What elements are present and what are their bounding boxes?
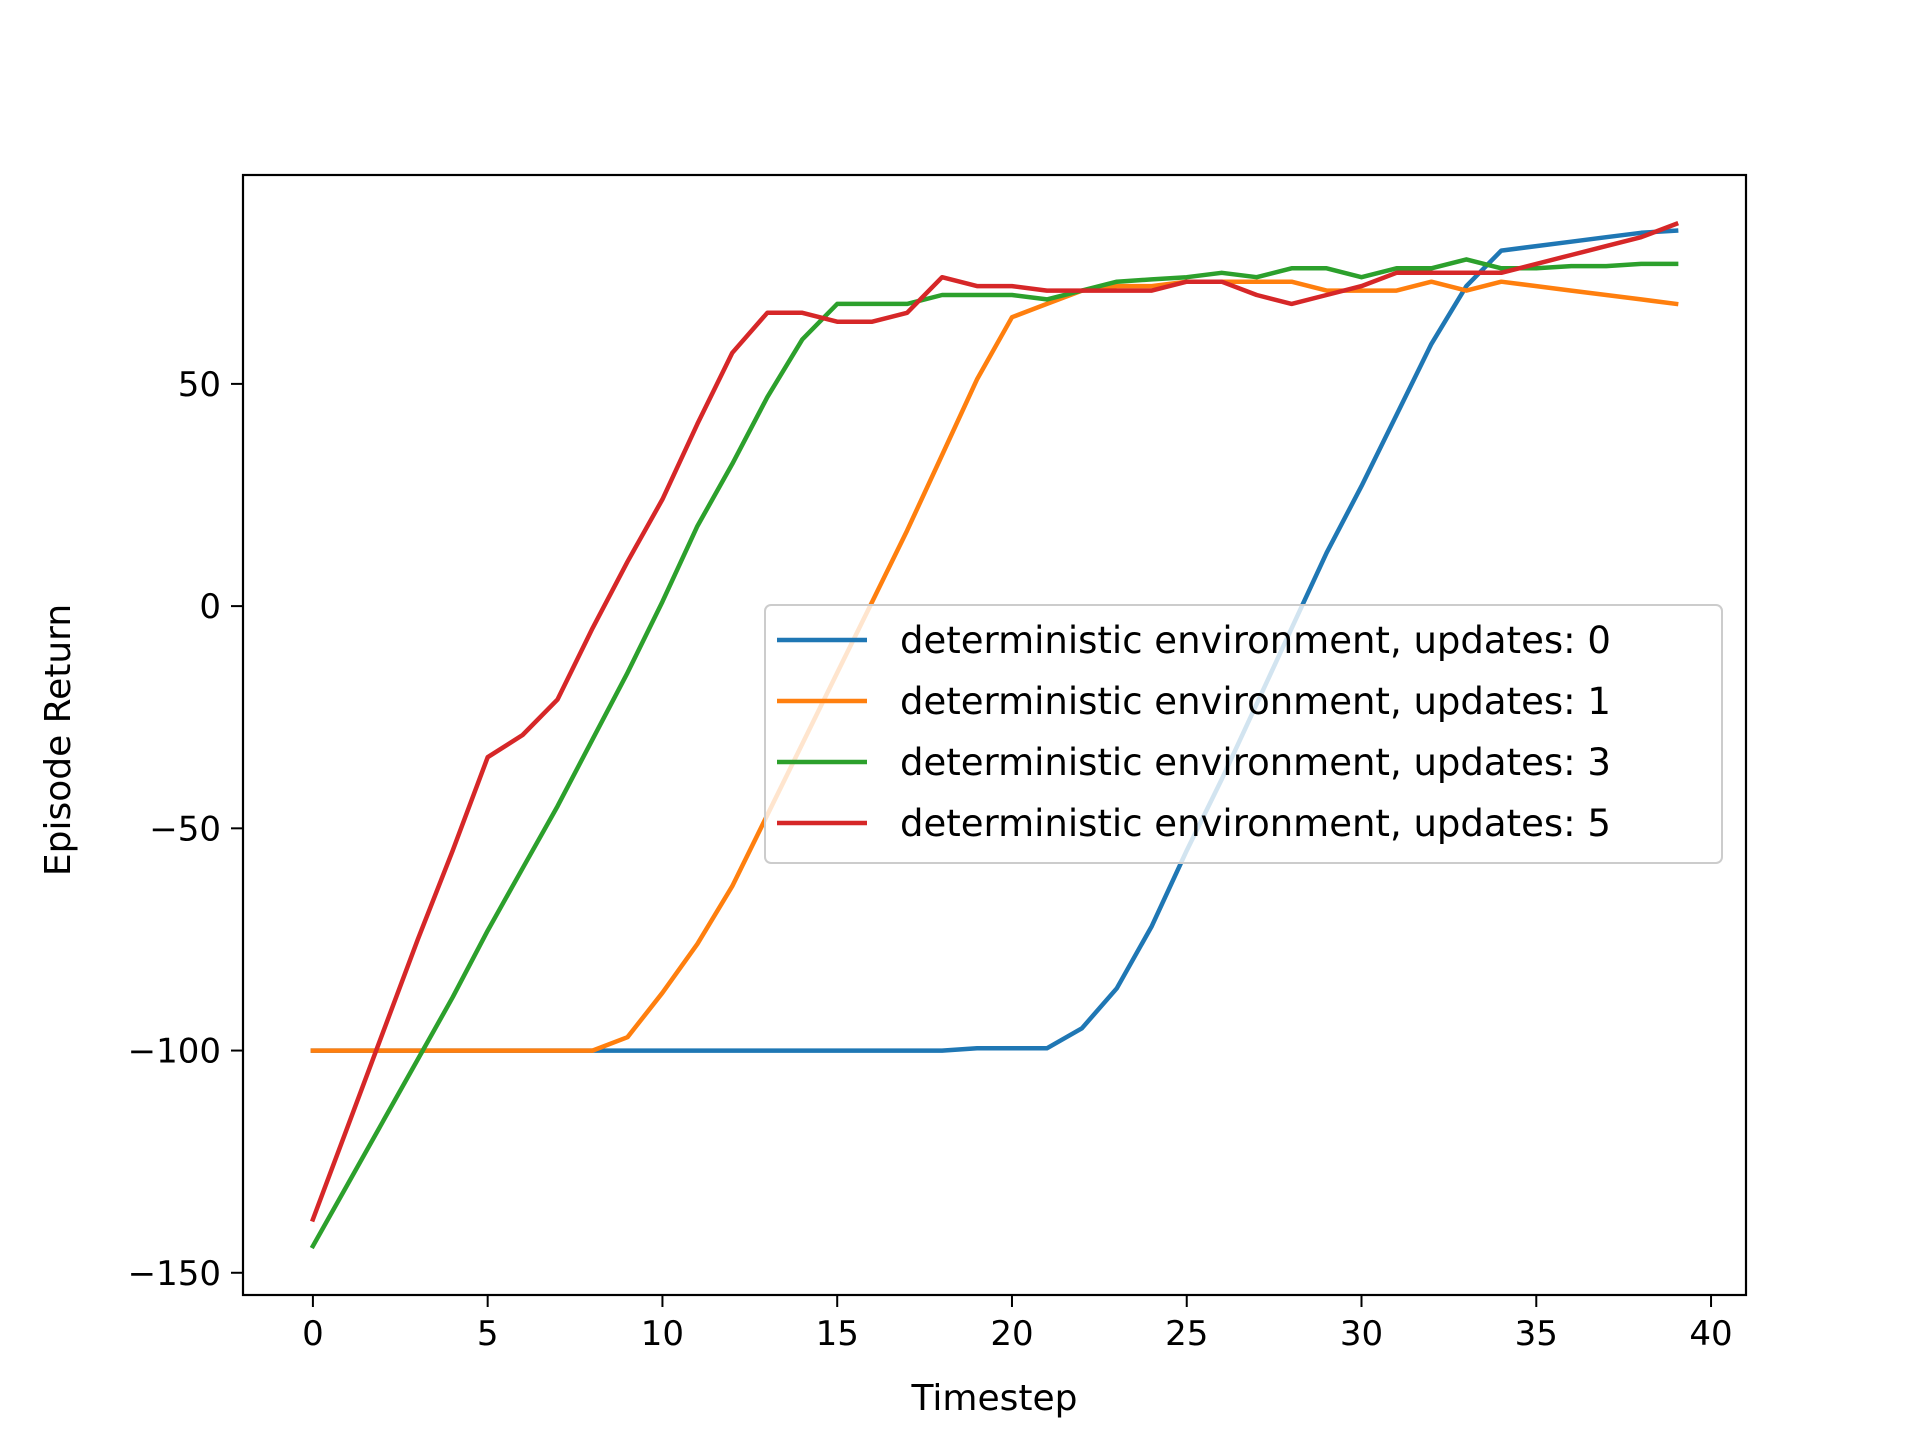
legend-box (764, 604, 1723, 864)
series-lines (309, 220, 1680, 1250)
x-tick-label: 5 (477, 1314, 499, 1354)
y-tick-label: 0 (199, 587, 221, 627)
series-line-1 (310, 279, 1679, 1053)
legend-label-1: deterministic environment, updates: 1 (900, 680, 1611, 723)
y-tick-label: −100 (128, 1032, 221, 1072)
y-tick-label: −50 (149, 809, 221, 849)
x-tick-label: 20 (990, 1314, 1033, 1354)
x-tick-label: 10 (641, 1314, 684, 1354)
legend-label-3: deterministic environment, updates: 5 (900, 802, 1611, 845)
legend-label-2: deterministic environment, updates: 3 (900, 741, 1611, 784)
series-line-2 (309, 257, 1679, 1250)
x-axis-label: Timestep (911, 1378, 1078, 1419)
x-tick-label: 15 (816, 1314, 859, 1354)
x-tick-label: 0 (302, 1314, 324, 1354)
x-axis-ticks: 0 5 10 15 20 25 30 35 40 (302, 1295, 1733, 1354)
x-tick-label: 25 (1165, 1314, 1208, 1354)
y-tick-label: 50 (178, 365, 221, 405)
y-tick-label: −150 (128, 1254, 221, 1294)
x-tick-label: 40 (1689, 1314, 1732, 1354)
series-line-3 (310, 220, 1680, 1223)
legend: deterministic environment, updates: 0 det… (764, 604, 1723, 864)
legend-label-0: deterministic environment, updates: 0 (900, 619, 1611, 662)
x-tick-label: 35 (1515, 1314, 1558, 1354)
y-axis-ticks: −150 −100 −50 0 50 (128, 365, 243, 1294)
x-tick-label: 30 (1340, 1314, 1383, 1354)
plot-frame (241, 173, 1748, 1297)
y-axis-label: Episode Return (38, 604, 79, 876)
